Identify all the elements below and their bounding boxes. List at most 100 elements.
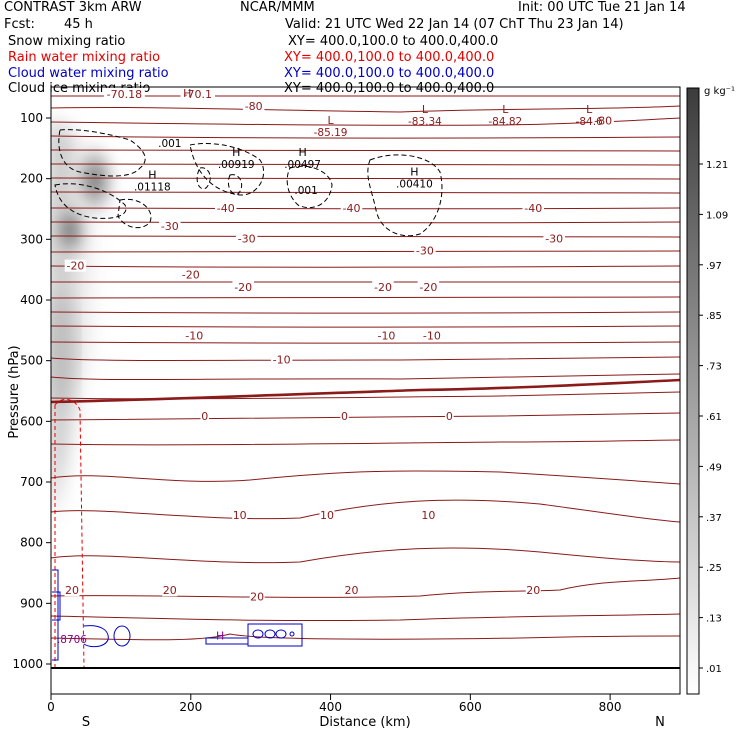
contour-label: -40	[343, 202, 361, 215]
y-tick-label: 400	[20, 293, 43, 307]
field-rain-xy: XY= 400.0,100.0 to 400.0,400.0	[284, 50, 495, 65]
contour-label-bg	[270, 353, 293, 366]
contour-label-bg	[344, 584, 360, 597]
contour-label: -80	[594, 115, 612, 128]
contour-label: 0	[201, 410, 208, 423]
distance-axis: 0 200 400 600 800	[47, 694, 622, 714]
x-tick-label: 200	[179, 700, 202, 714]
contour-label-bg	[340, 202, 363, 214]
zero-isotherm	[51, 378, 680, 404]
contour-label-bg	[159, 220, 181, 233]
extremum-value: .001	[158, 138, 181, 150]
contour-label-bg	[235, 232, 258, 245]
contour-label-bg	[183, 329, 206, 342]
contour-label-bg	[421, 329, 443, 342]
colorbar-tick-label: 1.21	[706, 160, 728, 171]
contour-label-bg	[340, 410, 349, 423]
org-title: NCAR/MMM	[240, 0, 315, 15]
y-tick-label: 700	[20, 475, 43, 489]
temperature-contours	[51, 95, 680, 641]
colorbar-tick-label: .73	[706, 362, 722, 373]
cloud-water-contours	[52, 569, 303, 661]
snow-shading	[51, 120, 121, 520]
contour-label: -80	[245, 100, 263, 113]
contour-label-bg	[522, 202, 544, 214]
field-snow-xy: XY= 400.0,100.0 to 400.0,400.0	[288, 34, 499, 49]
contour-label: -30	[238, 232, 256, 245]
colorbar	[686, 87, 700, 695]
contour-label-bg	[180, 268, 202, 281]
field-cloudwater-name: Cloud water mixing ratio	[8, 66, 169, 81]
extremum-value: -85.19	[314, 127, 348, 139]
contour-label-bg	[319, 508, 335, 521]
extremum-marker: L	[327, 114, 334, 127]
extremum-value: .00919	[218, 159, 255, 171]
contour-label: -20	[374, 281, 392, 294]
field-snow-name: Snow mixing ratio	[8, 34, 126, 49]
x-tick-label: 400	[319, 700, 342, 714]
contour-label: -10	[423, 329, 441, 342]
contour-label: -10	[185, 329, 203, 342]
contour-label: 10	[320, 509, 334, 522]
extremum-marker: H	[410, 166, 418, 179]
contour-label: 10	[421, 509, 435, 522]
extremum-value: .001	[294, 185, 317, 197]
colorbar-tick-label: .37	[706, 513, 722, 524]
colorbar-ticks: .01 .13 .25 .37 .49 .61 .73 .85 .97 1.09 1.21	[699, 160, 728, 675]
x-axis-title: Distance (km)	[319, 715, 410, 730]
extremum-value: .01118	[134, 182, 171, 194]
pressure-axis: 100 200 300 400 500 600 700 800 900 1000	[12, 111, 51, 671]
field-cloudice-xy: XY= 400.0,100.0 to 400.0,400.0	[284, 81, 495, 96]
contour-label: -40	[217, 202, 235, 215]
contour-label-bg	[180, 87, 216, 100]
y-tick-label: 600	[20, 414, 43, 428]
contour-label-bg	[214, 202, 237, 214]
contour-label: -70.18	[107, 88, 142, 101]
north-label: N	[655, 715, 665, 730]
x-tick-label: 600	[459, 700, 482, 714]
extremum-marker: H	[183, 87, 191, 100]
contour-label-bg	[372, 280, 394, 293]
contour-label-bg	[64, 259, 87, 272]
contour-label-bg	[232, 508, 248, 521]
contour-label-bg	[445, 410, 454, 423]
contour-label: 0	[446, 410, 453, 423]
field-cloudwater-xy: XY= 400.0,100.0 to 400.0,400.0	[284, 66, 495, 81]
contour-label: -30	[416, 244, 434, 257]
contour-label: 0	[341, 410, 348, 423]
extremum-value: -84.6	[576, 116, 603, 128]
cloud-ice-contours	[54, 129, 443, 237]
colorbar-tick-label: .13	[706, 614, 722, 625]
contour-label-bg	[525, 584, 541, 597]
extrema-labels: HL-85.19L-83.34L-84.82L-84.6H.01118H.009…	[57, 87, 603, 646]
contour-label-bg	[417, 280, 440, 293]
y-tick-label: 800	[20, 536, 43, 550]
contour-label: -10	[273, 354, 291, 367]
x-tick-label: 0	[47, 700, 55, 714]
y-tick-label: 200	[20, 172, 43, 186]
contour-label: -30	[545, 232, 563, 245]
init-time: Init: 00 UTC Tue 21 Jan 14	[518, 0, 686, 15]
extremum-marker: H	[298, 146, 306, 159]
extremum-marker: L	[586, 103, 593, 116]
contour-label-bg	[64, 584, 80, 597]
contour-label: -20	[182, 269, 200, 282]
contour-label-bg	[232, 280, 254, 293]
contour-label-bg	[249, 590, 265, 603]
extremum-value: -83.34	[408, 116, 442, 128]
extremum-value: .00410	[396, 179, 433, 191]
contour-label-bg	[242, 100, 265, 113]
contour-label: -20	[234, 281, 252, 294]
y-tick-label: 900	[20, 596, 43, 610]
contour-label: 20	[250, 590, 264, 603]
temperature-contour-labels: -70.18 -70.1 -80 -80 -40 -40 -40 -30 -30 -30 -30 -2…	[64, 87, 614, 603]
y-tick-label: 500	[20, 354, 43, 368]
contour-label: -40	[524, 202, 542, 215]
contour-label: 20	[526, 584, 540, 597]
extremum-value: -84.82	[488, 116, 522, 128]
y-tick-label: 100	[20, 111, 43, 125]
extremum-marker: H	[232, 146, 240, 159]
south-label: S	[82, 715, 90, 730]
contour-label-bg	[414, 244, 436, 257]
